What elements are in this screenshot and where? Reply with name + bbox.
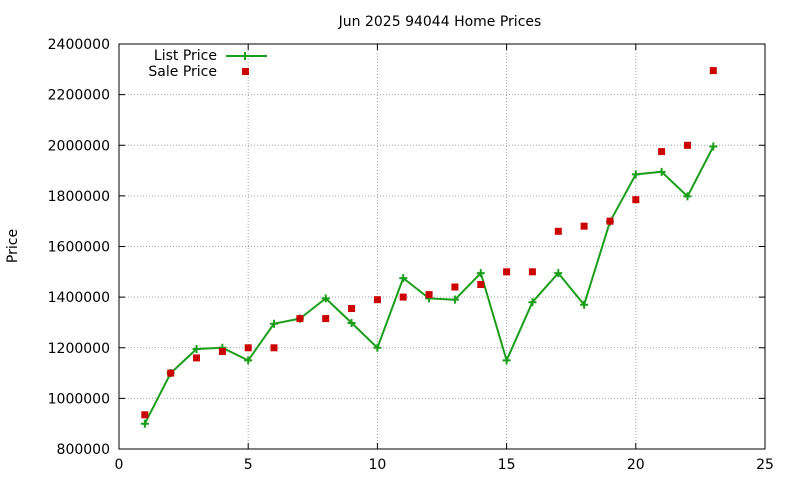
- data-point-sale-price: [399, 293, 407, 301]
- data-point-sale-price: [167, 369, 175, 377]
- grid: [119, 44, 765, 449]
- data-point-list-price: [631, 170, 640, 179]
- legend-label-sale-price: Sale Price: [148, 64, 217, 80]
- data-point-list-price: [373, 343, 382, 352]
- y-tick-label: 1400000: [48, 290, 110, 306]
- plot-frame: [118, 43, 766, 450]
- data-point-sale-price: [632, 196, 640, 204]
- y-tick-label: 2000000: [48, 138, 110, 154]
- x-tick-label: 20: [627, 457, 645, 473]
- x-tick-label: 0: [115, 457, 124, 473]
- y-tick-label: 1000000: [48, 391, 110, 407]
- x-tick-label: 15: [498, 457, 516, 473]
- data-point-sale-price: [451, 283, 459, 291]
- x-tick-label: 10: [368, 457, 386, 473]
- series-layer: [140, 67, 718, 428]
- data-point-sale-price: [477, 281, 485, 288]
- data-point-list-price: [399, 274, 408, 283]
- data-point-sale-price: [709, 67, 717, 75]
- x-tick-label: 5: [244, 457, 253, 473]
- data-point-list-price: [657, 167, 666, 176]
- legend-marker-list-price: [241, 52, 249, 60]
- data-point-list-price: [270, 319, 279, 328]
- data-point-sale-price: [373, 296, 381, 304]
- data-point-sale-price: [658, 148, 666, 156]
- y-tick-label: 2200000: [48, 88, 110, 104]
- data-point-list-price: [192, 345, 201, 354]
- data-point-sale-price: [296, 315, 304, 323]
- chart-title: Jun 2025 94044 Home Prices: [338, 14, 542, 30]
- data-point-list-price: [683, 192, 692, 201]
- data-point-list-price: [244, 356, 253, 365]
- data-point-list-price: [450, 295, 459, 304]
- data-point-sale-price: [606, 217, 614, 225]
- y-tick-label: 1600000: [48, 240, 110, 256]
- data-point-list-price: [321, 294, 330, 303]
- data-point-sale-price: [528, 268, 536, 276]
- y-tick-label: 1800000: [48, 189, 110, 205]
- data-point-sale-price: [503, 268, 511, 276]
- data-point-sale-price: [270, 344, 278, 352]
- legend-marker-sale-price: [242, 68, 249, 75]
- data-point-sale-price: [193, 354, 200, 362]
- data-point-sale-price: [580, 222, 588, 230]
- data-point-list-price: [502, 356, 511, 365]
- data-point-list-price: [554, 269, 563, 278]
- data-point-sale-price: [218, 348, 226, 355]
- y-tick-label: 800000: [57, 442, 110, 458]
- data-point-sale-price: [425, 291, 433, 299]
- data-point-sale-price: [244, 344, 252, 352]
- data-point-list-price: [347, 318, 356, 327]
- data-point-list-price: [580, 300, 589, 309]
- data-point-sale-price: [322, 315, 330, 323]
- series-line-list-price: [143, 146, 715, 425]
- y-axis-label: Price: [5, 229, 21, 263]
- data-point-list-price: [709, 142, 718, 151]
- data-point-list-price: [140, 419, 149, 428]
- data-point-sale-price: [141, 411, 149, 419]
- data-point-sale-price: [348, 305, 356, 312]
- x-tick-label: 25: [756, 457, 774, 473]
- legend: List Price Sale Price: [148, 48, 267, 80]
- legend-label-list-price: List Price: [154, 48, 217, 64]
- data-point-sale-price: [554, 227, 562, 235]
- tick-labels: 0 5 10 15 20 25 800000 1000000 1200000 1400000 160…: [48, 37, 774, 473]
- data-point-list-price: [528, 298, 537, 307]
- data-point-list-price: [476, 269, 485, 278]
- data-point-sale-price: [684, 141, 691, 149]
- y-tick-label: 1200000: [48, 341, 110, 357]
- y-tick-label: 2400000: [48, 37, 110, 53]
